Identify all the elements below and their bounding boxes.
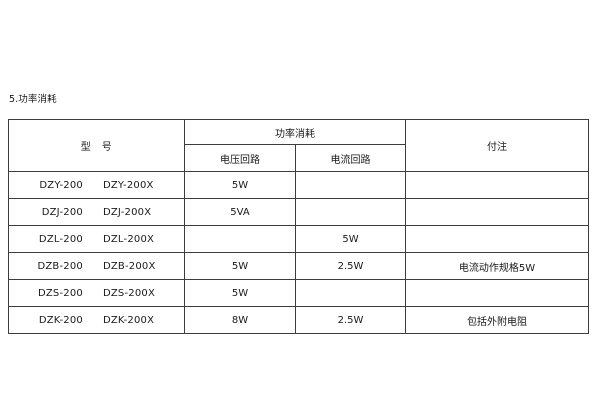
- cell-note: [405, 225, 589, 253]
- cell-model: DZY-200 DZY-200X: [8, 171, 185, 199]
- cell-model: DZJ-200 DZJ-200X: [8, 198, 185, 226]
- header-current-circuit: 电流回路: [295, 144, 406, 172]
- model-code-primary: DZL-200: [38, 233, 83, 245]
- table-header: 型 号 功率消耗 付注 电压回路 电流回路: [8, 119, 589, 172]
- cell-current-circuit: [295, 198, 406, 226]
- table-row: DZS-200 DZS-200X 5W: [8, 279, 589, 307]
- cell-current-circuit: 2.5W: [295, 306, 406, 334]
- table-body: DZY-200 DZY-200X 5W DZJ-200 DZJ-200X: [8, 171, 589, 334]
- table-row: DZJ-200 DZJ-200X 5VA: [8, 198, 589, 226]
- cell-note: [405, 171, 589, 199]
- model-code-secondary: DZL-200X: [102, 233, 155, 245]
- model-code-secondary: DZB-200X: [102, 260, 156, 272]
- model-code-secondary: DZJ-200X: [102, 206, 152, 218]
- power-consumption-table-wrapper: 型 号 功率消耗 付注 电压回路 电流回路 DZY-200 DZY-200X: [8, 119, 589, 334]
- cell-note: 包括外附电阻: [405, 306, 589, 334]
- cell-current-circuit: [295, 279, 406, 307]
- model-code-primary: DZY-200: [39, 179, 83, 191]
- cell-voltage-circuit: 5W: [184, 279, 296, 307]
- cell-voltage-circuit: 5W: [184, 252, 296, 280]
- model-code-primary: DZK-200: [38, 314, 83, 326]
- header-voltage-circuit: 电压回路: [184, 144, 296, 172]
- model-code-primary: DZJ-200: [41, 206, 83, 218]
- header-row-top: 型 号 功率消耗 付注: [8, 119, 589, 172]
- cell-current-circuit: [295, 171, 406, 199]
- model-code-secondary: DZS-200X: [102, 287, 156, 299]
- model-code-primary: DZB-200: [37, 260, 83, 272]
- section-title: 5.功率消耗: [9, 94, 57, 105]
- table-row: DZK-200 DZK-200X 8W 2.5W 包括外附电阻: [8, 306, 589, 334]
- header-note: 付注: [405, 119, 589, 172]
- cell-current-circuit: 2.5W: [295, 252, 406, 280]
- cell-model: DZB-200 DZB-200X: [8, 252, 185, 280]
- model-code-primary: DZS-200: [37, 287, 83, 299]
- cell-voltage-circuit: [184, 225, 296, 253]
- cell-model: DZK-200 DZK-200X: [8, 306, 185, 334]
- header-power-consumption-group: 功率消耗: [184, 119, 406, 145]
- model-code-secondary: DZY-200X: [102, 179, 154, 191]
- power-consumption-table: 型 号 功率消耗 付注 电压回路 电流回路 DZY-200 DZY-200X: [8, 119, 589, 334]
- model-code-secondary: DZK-200X: [102, 314, 155, 326]
- header-model: 型 号: [8, 119, 185, 172]
- cell-note: 电流动作规格5W: [405, 252, 589, 280]
- table-row: DZY-200 DZY-200X 5W: [8, 171, 589, 199]
- cell-note: [405, 279, 589, 307]
- table-row: DZL-200 DZL-200X 5W: [8, 225, 589, 253]
- cell-current-circuit: 5W: [295, 225, 406, 253]
- cell-model: DZS-200 DZS-200X: [8, 279, 185, 307]
- table-row: DZB-200 DZB-200X 5W 2.5W 电流动作规格5W: [8, 252, 589, 280]
- cell-voltage-circuit: 5VA: [184, 198, 296, 226]
- header-row-sub: 电压回路 电流回路: [9, 144, 589, 172]
- cell-model: DZL-200 DZL-200X: [8, 225, 185, 253]
- cell-note: [405, 198, 589, 226]
- cell-voltage-circuit: 8W: [184, 306, 296, 334]
- cell-voltage-circuit: 5W: [184, 171, 296, 199]
